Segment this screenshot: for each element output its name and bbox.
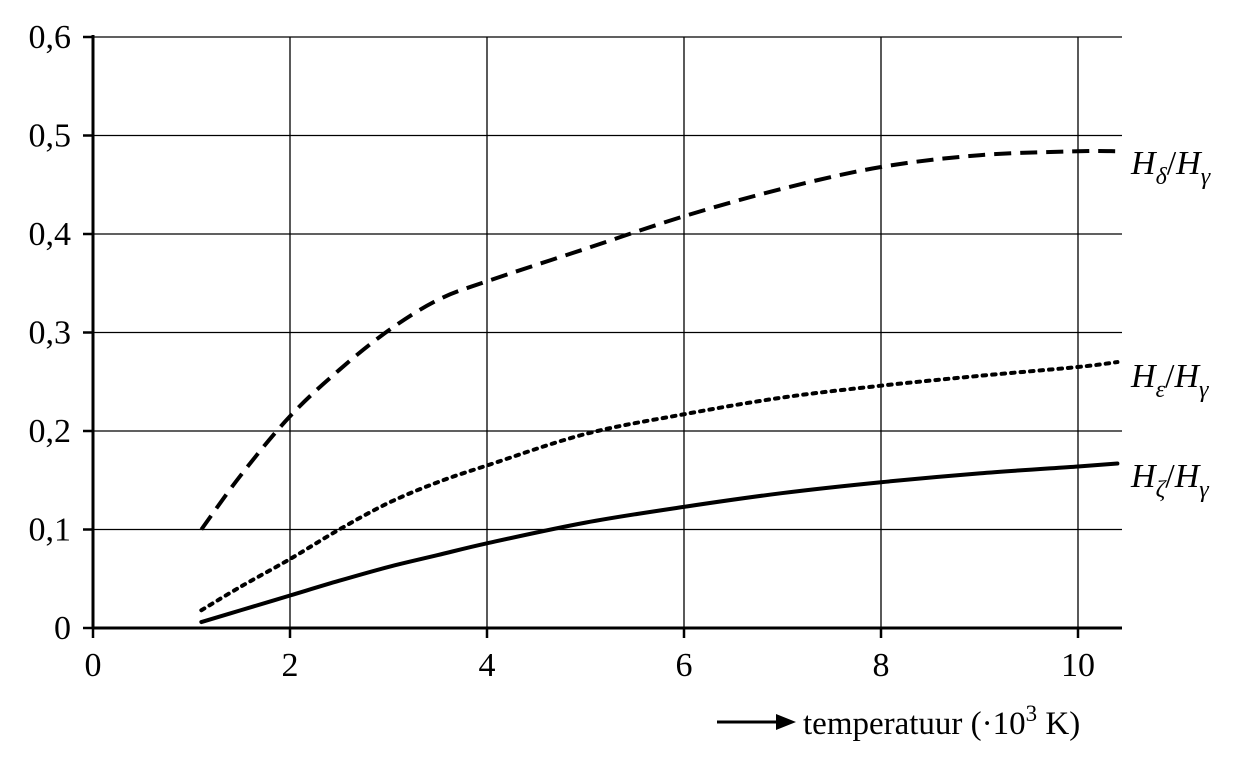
y-tick-label: 0,5 [29,118,72,155]
y-tick-label: 0,2 [29,413,72,450]
series-labels: Hδ/Hγ Hε/Hγ Hζ/Hγ [1130,145,1211,503]
ticks: 0 0,1 0,2 0,3 0,4 0,5 0,6 0 2 4 6 8 10 [29,19,1096,684]
x-tick-label: 2 [282,647,299,684]
x-axis-label-arrow-head [776,714,796,730]
series-label: Hδ/Hγ [1130,145,1211,190]
x-tick-label: 6 [676,647,693,684]
x-tick-label: 8 [873,647,890,684]
series-lines [199,148,1120,625]
series-line-dashed [199,148,1118,531]
y-tick-label: 0,4 [29,216,72,253]
x-axis-label-text: temperatuur (·103 K) [803,701,1080,742]
x-tick-label: 4 [479,647,496,684]
series-label: Hζ/Hγ [1130,458,1209,503]
y-tick-label: 0,1 [29,512,72,549]
series-line-solid [199,461,1120,625]
grid [93,36,1122,628]
series-label: Hε/Hγ [1130,358,1209,403]
x-tick-label: 10 [1061,647,1095,684]
y-tick-label: 0,3 [29,315,72,352]
y-tick-label: 0,6 [29,19,72,56]
x-tick-label: 0 [85,647,102,684]
y-tick-label: 0 [54,610,71,647]
x-axis-label: temperatuur (·103 K) [717,701,1080,742]
series-line-dotted [199,360,1120,613]
